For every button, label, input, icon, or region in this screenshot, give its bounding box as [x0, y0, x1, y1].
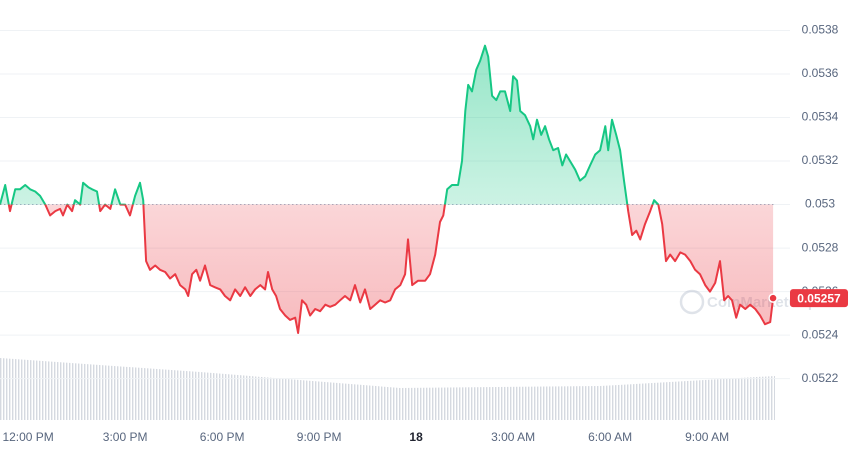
x-tick-label: 6:00 AM — [588, 430, 632, 444]
volume-backdrop — [0, 358, 775, 420]
y-tick-label: 0.0528 — [802, 240, 839, 254]
y-tick-label: 0.0524 — [802, 327, 839, 341]
price-line-down — [0, 204, 775, 334]
x-tick-label: 6:00 PM — [200, 430, 245, 444]
y-tick-label: 0.0522 — [802, 371, 839, 385]
area-down — [0, 204, 774, 333]
y-tick-label: 0.0534 — [802, 110, 839, 124]
last-price-dot — [768, 293, 778, 303]
y-tick-label: 0.053 — [805, 197, 835, 211]
y-tick-label: 0.0538 — [802, 23, 839, 37]
x-tick-label: 3:00 PM — [103, 430, 148, 444]
y-tick-label: 0.0536 — [802, 66, 839, 80]
area-up — [0, 45, 659, 205]
x-tick-label: 9:00 AM — [685, 430, 729, 444]
last-price-tag — [790, 289, 848, 308]
x-tick-label: 18 — [409, 430, 423, 444]
y-tick-label: 0.0532 — [802, 153, 839, 167]
x-tick-label: 9:00 PM — [297, 430, 342, 444]
x-tick-label: 3:00 AM — [491, 430, 535, 444]
last-price-label: 0.05257 — [797, 291, 841, 305]
x-tick-label: 12:00 PM — [2, 430, 53, 444]
